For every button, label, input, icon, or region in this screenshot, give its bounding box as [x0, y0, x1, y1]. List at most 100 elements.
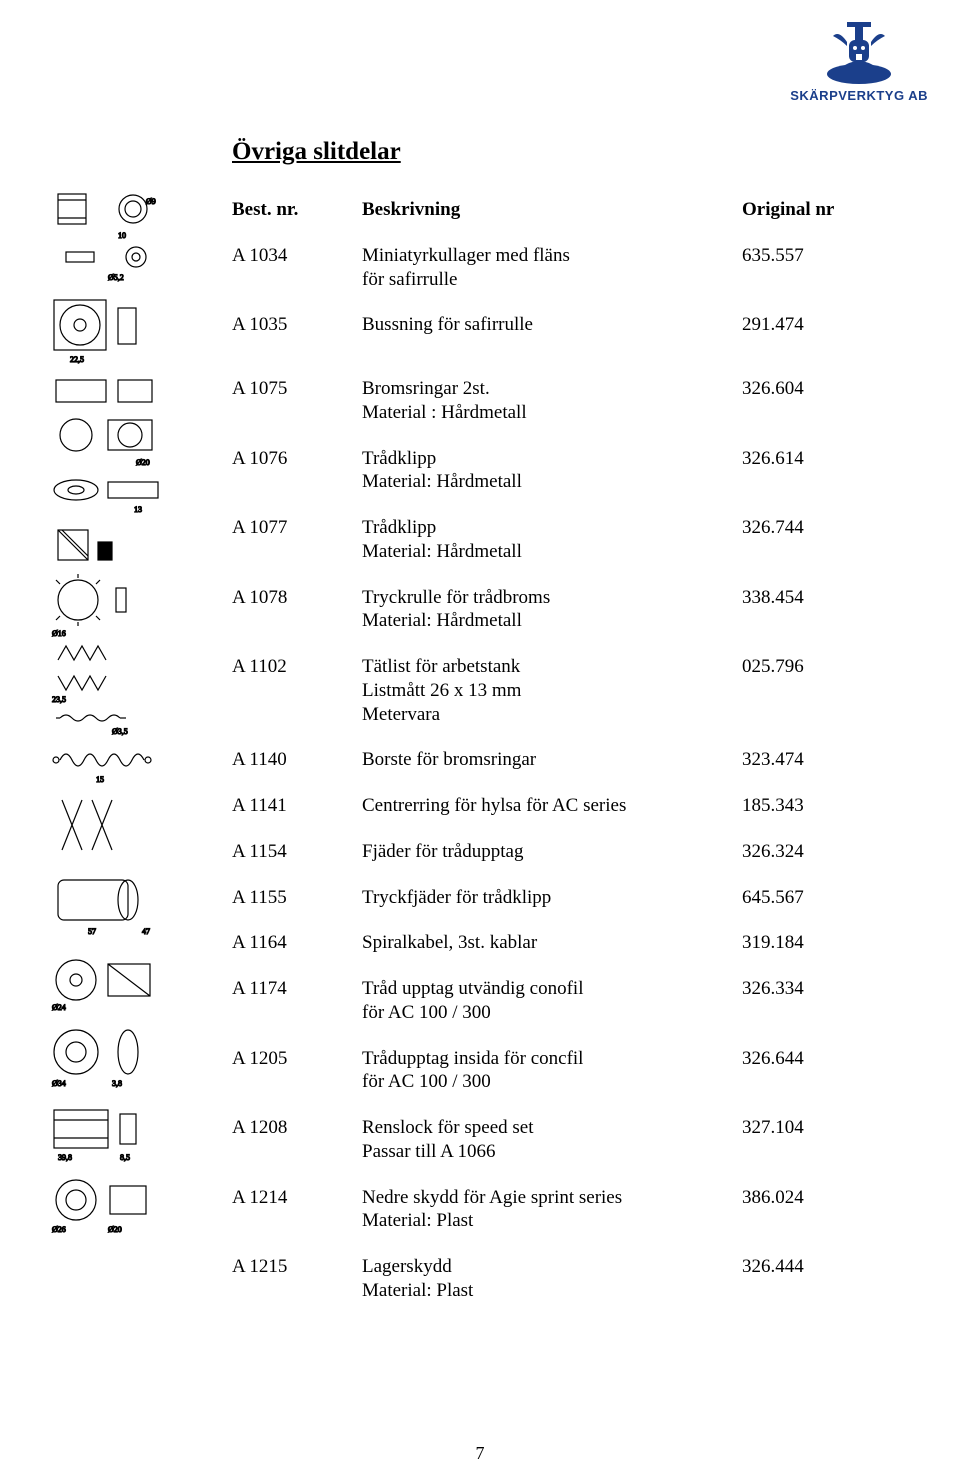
page-title: Övriga slitdelar: [232, 138, 401, 166]
svg-text:22,5: 22,5: [70, 355, 84, 364]
part-description: Centrerring för hylsa för AC series: [362, 794, 742, 818]
header-code: Best. nr.: [232, 198, 362, 222]
svg-text:13: 13: [134, 505, 142, 514]
part-description-extra: för AC 100 / 300: [362, 1001, 742, 1025]
original-number: 185.343: [742, 794, 872, 818]
table-header-row: Best. nr. Beskrivning Original nr: [232, 198, 892, 222]
part-description-extra: Listmått 26 x 13 mm: [362, 679, 742, 703]
page-number: 7: [476, 1443, 485, 1464]
header-orig: Original nr: [742, 198, 872, 222]
part-description: Bussning för safirrulle: [362, 313, 742, 337]
table-row: A 1140Borste för bromsringar323.474: [232, 748, 892, 772]
svg-text:15: 15: [96, 775, 104, 784]
original-number: 326.444: [742, 1255, 872, 1279]
technical-drawings-column: 10 Ø9 Ø5,2 22,5 Ø20 13: [48, 190, 178, 1410]
table-row: A 1102Tätlist för arbetstankListmått 26 …: [232, 655, 892, 726]
part-description-extra: Passar till A 1066: [362, 1140, 742, 1164]
original-number: 326.644: [742, 1047, 872, 1071]
original-number: 635.557: [742, 244, 872, 268]
part-description: Tryckfjäder för trådklipp: [362, 886, 742, 910]
original-number: 326.334: [742, 977, 872, 1001]
part-description-extra: Material: Plast: [362, 1279, 742, 1303]
part-description-extra: Metervara: [362, 703, 742, 727]
table-row: A 1141Centrerring för hylsa för AC serie…: [232, 794, 892, 818]
table-row: A 1077TrådklippMaterial: Hårdmetall326.7…: [232, 516, 892, 564]
svg-text:47: 47: [142, 927, 150, 936]
part-code: A 1205: [232, 1047, 362, 1071]
part-description: Nedre skydd för Agie sprint seriesMateri…: [362, 1186, 742, 1234]
part-description-extra: för AC 100 / 300: [362, 1070, 742, 1094]
original-number: 323.474: [742, 748, 872, 772]
part-description: Tråd upptag utvändig conofilför AC 100 /…: [362, 977, 742, 1025]
part-code: A 1034: [232, 244, 362, 268]
original-number: 291.474: [742, 313, 872, 337]
part-description: Bromsringar 2st.Material : Hårdmetall: [362, 377, 742, 425]
svg-text:Ø20: Ø20: [136, 458, 150, 467]
part-description: Spiralkabel, 3st. kablar: [362, 931, 742, 955]
original-number: 025.796: [742, 655, 872, 679]
part-description-extra: Material: Hårdmetall: [362, 540, 742, 564]
original-number: 327.104: [742, 1116, 872, 1140]
part-description-extra: Material: Plast: [362, 1209, 742, 1233]
part-description: LagerskyddMaterial: Plast: [362, 1255, 742, 1303]
table-row: A 1154Fjäder för trådupptag326.324: [232, 840, 892, 864]
part-code: A 1215: [232, 1255, 362, 1279]
drawings-stack-icon: 10 Ø9 Ø5,2 22,5 Ø20 13: [48, 190, 178, 1410]
table-row: A 1164Spiralkabel, 3st. kablar319.184: [232, 931, 892, 955]
part-description: Tätlist för arbetstankListmått 26 x 13 m…: [362, 655, 742, 726]
original-number: 338.454: [742, 586, 872, 610]
table-row: A 1075Bromsringar 2st.Material : Hårdmet…: [232, 377, 892, 425]
part-description-extra: för safirrulle: [362, 268, 742, 292]
table-row: A 1076TrådklippMaterial: Hårdmetall326.6…: [232, 447, 892, 495]
part-description: Renslock för speed setPassar till A 1066: [362, 1116, 742, 1164]
part-description: Tryckrulle för trådbromsMaterial: Hårdme…: [362, 586, 742, 634]
original-number: 386.024: [742, 1186, 872, 1210]
svg-text:Ø26: Ø26: [52, 1225, 66, 1234]
table-row: A 1035Bussning för safirrulle291.474: [232, 313, 892, 337]
svg-text:Ø24: Ø24: [52, 1003, 66, 1012]
table-row: A 1174Tråd upptag utvändig conofilför AC…: [232, 977, 892, 1025]
table-row: A 1214Nedre skydd för Agie sprint series…: [232, 1186, 892, 1234]
original-number: 326.324: [742, 840, 872, 864]
part-description: Trådupptag insida för concfilför AC 100 …: [362, 1047, 742, 1095]
viking-logo-icon: [819, 18, 899, 86]
part-code: A 1141: [232, 794, 362, 818]
part-code: A 1154: [232, 840, 362, 864]
table-row: A 1208Renslock för speed setPassar till …: [232, 1116, 892, 1164]
part-code: A 1077: [232, 516, 362, 540]
part-code: A 1102: [232, 655, 362, 679]
brand-logo: SKÄRPVERKTYG AB: [790, 18, 928, 103]
svg-text:Ø9: Ø9: [146, 197, 156, 206]
original-number: 326.604: [742, 377, 872, 401]
part-code: A 1078: [232, 586, 362, 610]
svg-text:23,5: 23,5: [52, 695, 66, 704]
part-description: Miniatyrkullager med flänsför safirrulle: [362, 244, 742, 292]
part-description-extra: Material: Hårdmetall: [362, 470, 742, 494]
part-code: A 1208: [232, 1116, 362, 1140]
svg-text:Ø34: Ø34: [52, 1079, 66, 1088]
section-spacer: [232, 359, 892, 377]
svg-text:Ø20: Ø20: [108, 1225, 122, 1234]
table-row: A 1205Trådupptag insida för concfilför A…: [232, 1047, 892, 1095]
table-row: A 1155Tryckfjäder för trådklipp645.567: [232, 886, 892, 910]
svg-text:39,8: 39,8: [58, 1153, 72, 1162]
part-code: A 1214: [232, 1186, 362, 1210]
part-description: Borste för bromsringar: [362, 748, 742, 772]
part-code: A 1075: [232, 377, 362, 401]
table-row: A 1215LagerskyddMaterial: Plast326.444: [232, 1255, 892, 1303]
part-description: TrådklippMaterial: Hårdmetall: [362, 516, 742, 564]
brand-name: SKÄRPVERKTYG AB: [790, 88, 928, 103]
svg-text:10: 10: [118, 231, 126, 240]
original-number: 326.744: [742, 516, 872, 540]
part-code: A 1140: [232, 748, 362, 772]
part-code: A 1155: [232, 886, 362, 910]
part-description: Fjäder för trådupptag: [362, 840, 742, 864]
svg-text:Ø5,2: Ø5,2: [108, 273, 124, 282]
svg-text:8,5: 8,5: [120, 1153, 130, 1162]
part-code: A 1035: [232, 313, 362, 337]
table-row: A 1078Tryckrulle för trådbromsMaterial: …: [232, 586, 892, 634]
svg-text:57: 57: [88, 927, 96, 936]
table-row: A 1034Miniatyrkullager med flänsför safi…: [232, 244, 892, 292]
parts-table: Best. nr. Beskrivning Original nr A 1034…: [232, 198, 892, 1325]
part-code: A 1076: [232, 447, 362, 471]
